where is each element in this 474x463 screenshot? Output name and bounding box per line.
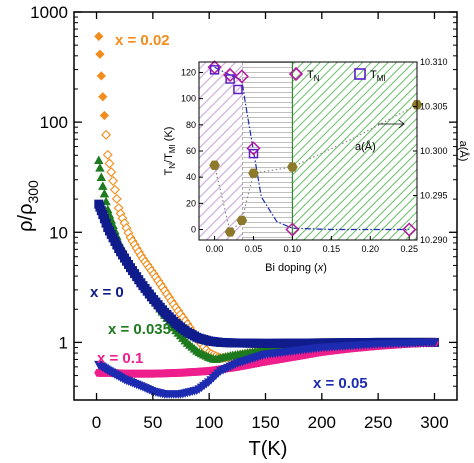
inset-tn-point [246,141,261,156]
inset-lattice-point [248,168,259,178]
inset-y-right-tick-label: 10.300 [420,146,448,156]
inset-tmi-point [248,148,259,159]
inset-guide-line-1 [214,66,410,231]
series-1-point [102,149,113,160]
inset-lattice-point [236,215,248,226]
x-tick-label: 100 [195,413,223,432]
inset-y-tick-label: 0 [191,225,196,235]
inset-x-tick-label: 0.25 [400,244,418,254]
x-tick-label: 150 [251,413,279,432]
series-2-point [96,172,107,182]
series-label-x005: x = 0.05 [313,375,368,392]
inset-tn-point [285,222,300,237]
inset-y-right-tick-label: 10.295 [420,191,448,201]
series-label-x0035: x = 0.035 [108,321,171,338]
inset-tmi-point [233,84,243,95]
series-2-point [98,181,108,190]
series-label-x0: x = 0 [90,284,124,301]
inset-tmi-point [225,74,235,84]
x-tick-label: 250 [364,413,392,432]
series-1-point [108,175,119,186]
series-label-x002: x = 0.02 [115,32,170,49]
inset-x-axis-title: Bi doping (x) [265,262,327,274]
inset-region-1 [199,62,243,240]
series-1-point [99,110,110,121]
series-1-point [106,167,117,178]
series-5-point [429,338,440,348]
y-axis-title-sub: 300 [25,180,41,204]
inset-x-tick-label: 0.10 [284,244,302,254]
inset-ticks-layer: 0.00 0.05 0.10 0.15 0.20 0.25 0 20 40 60 80 100 120 1… [181,57,448,254]
y-axis-title: ρ/ρ300 [15,180,41,232]
series-2-point [94,155,104,164]
x-tick-label: 50 [143,413,162,432]
legend-tn-label: TN [307,69,320,83]
inset-lattice-point [287,162,298,172]
inset-y-tick-label: 100 [181,94,196,104]
inset-tn-point [223,68,238,83]
y-axis-title-main: ρ/ρ [15,204,37,232]
legend-tmi-label: TMI [370,69,386,83]
series-2-point [95,163,105,172]
inset-y-tick-label: 120 [181,67,196,77]
inset-region-3 [292,62,417,240]
x-axis-title: T(K) [249,438,288,460]
inset-lattice-point [224,227,236,237]
y-tick-label: 1000 [30,3,68,22]
x-tick-label: 0 [92,413,101,432]
inset-lattice-point [209,160,220,170]
y-tick-label: 1 [59,333,68,352]
y-tick-label: 10 [49,223,68,242]
series-label-x01: x = 0.1 [97,350,143,367]
inset-x-tick-label: 0.20 [362,244,380,254]
series-1-point [109,184,120,195]
main-series-layer [94,31,440,399]
series-5-group [94,338,440,399]
inset-y-tick-label: 80 [186,120,196,130]
legend-tmi-marker [354,68,366,80]
inset-y-right-title: a(Å) [457,141,470,162]
series-1-point [94,31,104,42]
inset-plot: 0.00 0.05 0.10 0.15 0.20 0.25 0 20 40 60 80 100 120 1… [163,57,470,274]
inset-y-right-tick-label: 10.310 [420,57,448,67]
inset-y-right-tick-label: 10.305 [420,102,448,112]
inset-y-tick-label: 60 [186,146,196,156]
inset-x-tick-label: 0.15 [323,244,341,254]
inset-x-tick-label: 0.00 [206,244,224,254]
series-1-point [96,71,106,81]
inset-tn-point [402,222,417,237]
inset-tmi-point [209,65,220,75]
legend-tn-marker [288,66,304,82]
inset-annotation-arrowhead [398,119,405,129]
inset-annotation: a(Å) [355,140,376,153]
inset-y-left-title: TN/TMI (K) [163,127,177,176]
series-2-point [99,188,110,198]
x-tick-label: 300 [420,413,448,432]
inset-regions-layer [199,62,417,240]
inset-series-layer [207,60,423,237]
inset-tn-point [234,69,249,84]
inset-legend: TN TMI [288,66,386,83]
series-1-point [111,193,122,204]
inset-y-tick-label: 20 [186,198,196,208]
x-tick-label: 200 [308,413,336,432]
series-1-point [104,158,115,169]
series-1-point [98,92,108,102]
inset-x-tick-label: 0.05 [245,244,263,254]
series-1-point [101,129,112,140]
inset-y-right-tick-label: 10.290 [420,235,448,245]
series-1-point [95,49,105,59]
inset-y-tick-label: 40 [186,172,196,182]
y-tick-label: 100 [40,113,68,132]
